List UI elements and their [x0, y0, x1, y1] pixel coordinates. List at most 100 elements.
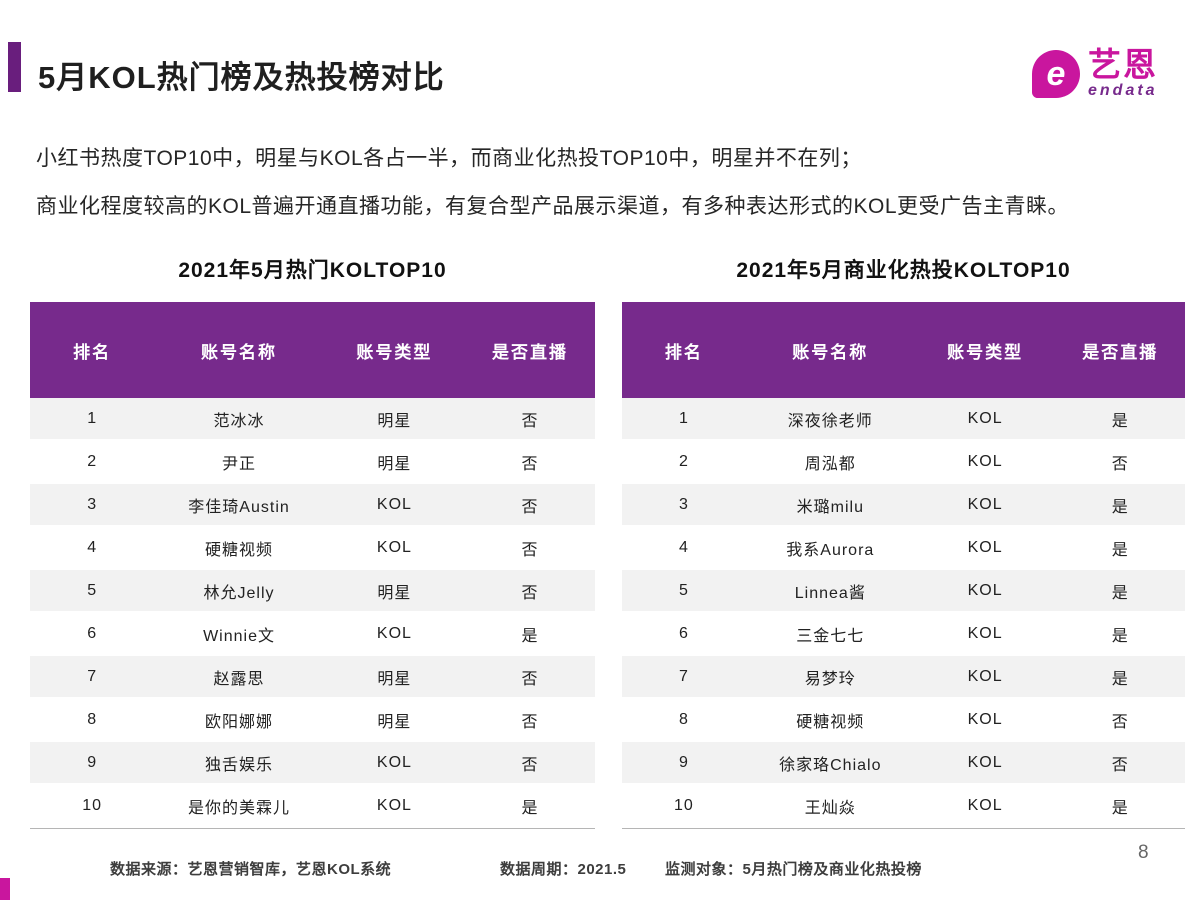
cell-type: KOL — [967, 624, 1003, 642]
cell-rank: 5 — [678, 581, 689, 599]
cell-type: KOL — [376, 538, 412, 556]
table-row: 6 Winnie文 KOL 是 — [30, 613, 595, 656]
table-row: 4 我系Aurora KOL 是 — [622, 527, 1185, 570]
table-header: 排名 账号名称 账号类型 是否直播 — [622, 302, 1185, 398]
header-cell: 排名 — [664, 342, 703, 362]
cell-rank: 2 — [87, 452, 98, 470]
logo-texts: 艺恩 endata — [1088, 46, 1158, 99]
table-title-commercial: 2021年5月商业化热投KOLTOP10 — [736, 259, 1071, 282]
cell-live: 是 — [521, 627, 539, 645]
cell-name: 是你的美霖儿 — [188, 799, 291, 817]
cell-name: Winnie文 — [203, 627, 275, 645]
cell-live: 否 — [1111, 713, 1129, 731]
cell-rank: 10 — [82, 796, 103, 814]
cell-live: 是 — [1111, 541, 1129, 559]
cell-live: 否 — [521, 756, 539, 774]
logo-brand-name: 艺恩 — [1088, 46, 1158, 83]
cell-live: 否 — [521, 584, 539, 602]
cell-type: KOL — [967, 753, 1003, 771]
cell-live: 否 — [521, 498, 539, 516]
cell-rank: 9 — [678, 753, 689, 771]
cell-rank: 1 — [678, 409, 689, 427]
table-body: 1 范冰冰 明星否 2 尹正 明星否 3 李佳琦Austin KOL 否 4 硬糖视频 KOL 否 5 林允J… — [30, 398, 595, 829]
cell-type: 明星 — [377, 584, 412, 602]
cell-rank: 6 — [678, 624, 689, 642]
hot-kol-table: 排名 账号名称 账号类型 是否直播 1 范冰冰 明星否 2 尹正 明星否 3 李佳琦Austin KO… — [30, 302, 595, 829]
cell-live: 否 — [521, 713, 539, 731]
cell-type: KOL — [376, 624, 412, 642]
cell-live: 否 — [521, 412, 539, 430]
cell-type: KOL — [967, 452, 1003, 470]
header-cell: 排名 — [73, 342, 112, 362]
brand-logo: e 艺恩 endata — [1032, 46, 1158, 99]
cell-type: 明星 — [377, 455, 412, 473]
cell-live: 否 — [521, 541, 539, 559]
table-row: 10 王灿焱 KOL 是 — [622, 785, 1185, 828]
cell-type: KOL — [967, 667, 1003, 685]
title-accent-bar — [8, 42, 21, 92]
cell-rank: 8 — [678, 710, 689, 728]
cell-name: 范冰冰 — [213, 412, 265, 430]
cell-type: KOL — [967, 538, 1003, 556]
table-row: 7 赵露思 明星 否 — [30, 656, 595, 699]
endata-logo-icon: e — [1032, 49, 1080, 98]
cell-name: 欧阳娜娜 — [205, 713, 274, 731]
cell-type: KOL — [376, 495, 412, 513]
cell-name: 周泓都 — [804, 455, 856, 473]
table-row: 3 李佳琦Austin KOL 否 — [30, 484, 595, 527]
cell-type: KOL — [376, 753, 412, 771]
cell-type: KOL — [967, 710, 1003, 728]
cell-name: 李佳琦Austin — [188, 498, 290, 516]
commercial-kol-table: 排名 账号名称 账号类型 是否直播 1 深夜徐老师 KOL 是 2 周泓都 KOL 否 3 米璐milu… — [622, 302, 1185, 829]
cell-type: 明星 — [377, 670, 412, 688]
cell-rank: 8 — [87, 710, 98, 728]
cell-name: 三金七七 — [796, 627, 865, 645]
table-body: 1 深夜徐老师 KOL 是 2 周泓都 KOL 否 3 米璐milu KOL 是 4 我系Aurora KO… — [622, 398, 1185, 829]
table-row: 5 Linnea酱 KOL 是 — [622, 570, 1185, 613]
header-cell: 账号名称 — [201, 342, 278, 362]
subtitle-line-1: 小红书热度TOP10中，明星与KOL各占一半，而商业化热投TOP10中，明星并不… — [36, 147, 862, 170]
cell-rank: 6 — [87, 624, 98, 642]
cell-type: KOL — [967, 796, 1003, 814]
cell-live: 是 — [521, 799, 539, 817]
table-title-hot: 2021年5月热门KOLTOP10 — [178, 259, 447, 282]
table-row: 7 易梦玲 KOL 是 — [622, 656, 1185, 699]
cell-type: KOL — [967, 581, 1003, 599]
cell-type: KOL — [376, 796, 412, 814]
table-row: 9 徐家珞Chialo KOL 否 — [622, 742, 1185, 785]
cell-name: 独舌娱乐 — [205, 756, 274, 774]
cell-name: 我系Aurora — [786, 541, 875, 559]
cell-live: 否 — [521, 670, 539, 688]
table-row: 2 尹正 明星 否 — [30, 441, 595, 484]
table-row: 8 欧阳娜娜 明星 否 — [30, 699, 595, 742]
cell-live: 是 — [1111, 498, 1129, 516]
table-row: 8 硬糖视频 KOL 否 — [622, 699, 1185, 742]
subtitle-line-2: 商业化程度较高的KOL普遍开通直播功能，有复合型产品展示渠道，有多种表达形式的K… — [36, 195, 1070, 218]
cell-name: 林允Jelly — [203, 584, 275, 602]
header-cell: 账号名称 — [792, 342, 869, 362]
cell-live: 是 — [1111, 627, 1129, 645]
page-title: 5月KOL热门榜及热投榜对比 — [38, 60, 445, 95]
header-cell: 账号类型 — [947, 342, 1024, 362]
cell-type: KOL — [967, 495, 1003, 513]
table-row: 5 林允Jelly 明星 否 — [30, 570, 595, 613]
cell-rank: 5 — [87, 581, 98, 599]
table-row: 4 硬糖视频 KOL 否 — [30, 527, 595, 570]
cell-live: 是 — [1111, 670, 1129, 688]
cell-name: 易梦玲 — [804, 670, 856, 688]
table-header: 排名 账号名称 账号类型 是否直播 — [30, 302, 595, 398]
cell-rank: 1 — [87, 409, 98, 427]
header-cell: 是否直播 — [1082, 342, 1159, 362]
page-number: 8 — [1138, 842, 1149, 863]
cell-type: 明星 — [377, 412, 412, 430]
cell-live: 是 — [1111, 584, 1129, 602]
cell-rank: 2 — [678, 452, 689, 470]
footer-data-period: 数据周期：2021.5 — [500, 861, 627, 878]
cell-name: 米璐milu — [796, 498, 864, 516]
table-row: 10 是你的美霖儿 KOL 是 — [30, 785, 595, 828]
cell-rank: 4 — [678, 538, 689, 556]
cell-name: 赵露思 — [213, 670, 265, 688]
header-cell: 是否直播 — [492, 342, 569, 362]
cell-rank: 10 — [674, 796, 694, 814]
